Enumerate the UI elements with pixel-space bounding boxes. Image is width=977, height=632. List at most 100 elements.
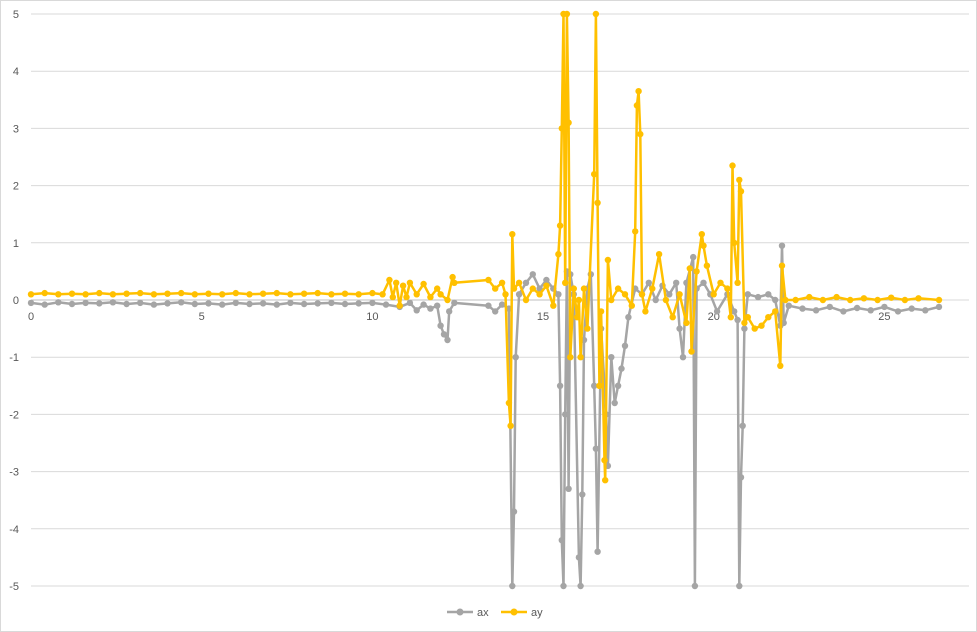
data-point-ax <box>444 336 451 344</box>
data-point-ay <box>819 296 827 304</box>
data-point-ax <box>123 300 130 308</box>
data-point-ay <box>565 119 572 126</box>
data-point-ay <box>562 279 569 286</box>
data-point-ax <box>555 291 562 298</box>
data-point-ay <box>205 290 212 297</box>
data-point-ay <box>765 314 772 321</box>
data-point-ax <box>485 302 492 309</box>
data-point-ay <box>509 231 516 238</box>
data-point-ay <box>150 291 158 298</box>
data-point-ay <box>698 231 705 238</box>
data-point-ay <box>594 199 601 206</box>
data-point-ax <box>744 291 751 298</box>
data-point-ax <box>529 271 536 278</box>
data-point-ay <box>444 296 451 304</box>
data-point-ay <box>449 273 456 281</box>
data-point-ay <box>604 256 612 264</box>
data-point-ay <box>847 296 854 304</box>
data-point-ay <box>396 302 403 309</box>
data-point-ax <box>109 299 117 306</box>
data-point-ax <box>413 307 420 314</box>
data-point-ay <box>778 262 786 269</box>
data-point-ax <box>191 300 198 308</box>
data-point-ay <box>596 382 603 389</box>
data-point-ay <box>403 293 410 301</box>
data-point-ay <box>529 285 536 292</box>
data-point-ax <box>785 302 792 309</box>
data-point-ax <box>812 307 820 314</box>
data-point-ax <box>713 308 721 315</box>
data-point-ax <box>287 299 294 307</box>
data-point-ax <box>543 276 550 284</box>
data-point-ax <box>96 300 103 307</box>
data-point-ay <box>591 171 598 178</box>
data-point-ay <box>515 279 523 286</box>
data-point-ay <box>123 290 130 297</box>
legend: ax ay <box>447 607 543 619</box>
data-point-ay <box>703 262 711 269</box>
data-point-ay <box>693 268 700 275</box>
data-point-ay <box>777 362 784 369</box>
plot-area <box>27 10 943 590</box>
data-point-ay <box>792 296 799 304</box>
data-point-ax <box>246 300 253 308</box>
data-point-ax <box>676 325 683 332</box>
data-point-ax <box>55 299 62 306</box>
data-point-ay <box>355 291 362 298</box>
data-point-ax <box>736 582 743 590</box>
data-point-ay <box>628 302 635 309</box>
data-point-ax <box>734 316 741 324</box>
data-point-ay <box>901 296 909 304</box>
data-point-ay <box>386 276 393 284</box>
data-point-ay <box>178 289 185 297</box>
data-point-ax <box>608 354 615 361</box>
data-point-ax <box>164 300 171 307</box>
data-point-ax <box>908 305 915 312</box>
series-line-ay <box>30 12 940 482</box>
data-point-ay <box>741 319 748 327</box>
data-point-ax <box>935 303 943 311</box>
y-tick-label: -5 <box>9 581 19 593</box>
data-point-ay <box>772 308 779 315</box>
data-point-ax <box>690 253 697 261</box>
data-point-ax <box>259 300 267 307</box>
data-point-ax <box>355 300 362 307</box>
data-point-ay <box>341 290 349 297</box>
data-point-ay <box>888 294 895 301</box>
data-point-ay <box>734 279 741 286</box>
y-tick-label: 2 <box>13 181 19 193</box>
data-point-ay <box>137 289 144 297</box>
x-tick-label: 10 <box>366 311 378 323</box>
data-point-ax <box>451 299 458 307</box>
data-point-ay <box>437 291 444 298</box>
x-axis-tick-labels: 0 5 10 15 20 25 <box>28 311 891 323</box>
data-point-ax <box>700 279 707 286</box>
data-point-ax <box>82 299 89 307</box>
x-tick-label: 15 <box>537 311 549 323</box>
data-point-ay <box>614 285 622 292</box>
data-point-ax <box>382 301 390 308</box>
data-point-ax <box>232 299 239 307</box>
data-point-ax <box>778 242 786 249</box>
data-point-ax <box>621 342 629 349</box>
data-point-ay <box>369 289 376 297</box>
data-point-ay <box>536 291 543 298</box>
data-point-ay <box>727 314 734 321</box>
data-point-ay <box>633 102 641 109</box>
data-point-ax <box>178 299 185 306</box>
data-point-ax <box>406 299 414 307</box>
data-point-ay <box>724 285 731 292</box>
data-point-ax <box>492 308 499 315</box>
data-point-ay <box>874 296 881 304</box>
data-point-ay <box>649 285 656 292</box>
data-point-ay <box>389 293 396 301</box>
data-point-ax <box>328 299 335 307</box>
data-point-ay <box>676 291 683 298</box>
data-point-ax <box>314 300 321 307</box>
data-point-ay <box>259 290 267 297</box>
data-point-ax <box>614 382 622 389</box>
data-point-ay <box>731 239 738 246</box>
legend-label: ay <box>531 607 543 619</box>
data-point-ay <box>758 322 765 329</box>
data-point-ay <box>82 291 89 298</box>
